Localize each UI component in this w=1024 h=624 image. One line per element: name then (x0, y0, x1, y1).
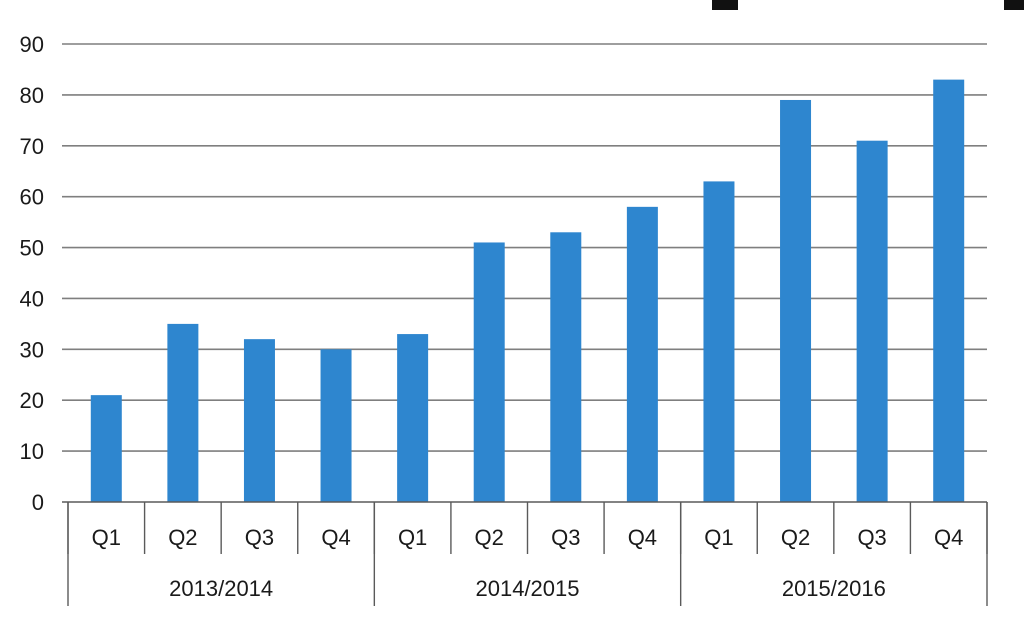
bar (243, 339, 275, 502)
bar (780, 99, 812, 502)
bar (473, 242, 505, 502)
x-category-label: Q3 (245, 525, 274, 550)
y-tick-label: 70 (20, 134, 44, 159)
y-tick-label: 30 (20, 337, 44, 362)
bar (90, 395, 122, 502)
bar (703, 181, 735, 502)
y-tick-label: 10 (20, 439, 44, 464)
bar (626, 206, 658, 502)
x-category-label: Q4 (934, 525, 963, 550)
bars (90, 79, 965, 503)
bar (933, 79, 965, 502)
x-category-label: Q2 (781, 525, 810, 550)
x-category-label: Q2 (168, 525, 197, 550)
x-category-label: Q4 (321, 525, 350, 550)
bar (167, 323, 199, 502)
y-tick-label: 60 (20, 185, 44, 210)
cropped-title-fragment (1004, 0, 1024, 10)
x-category-label: Q3 (551, 525, 580, 550)
y-tick-label: 80 (20, 83, 44, 108)
bar (856, 140, 888, 502)
y-tick-label: 0 (32, 490, 44, 515)
y-tick-label: 20 (20, 388, 44, 413)
gridlines (62, 43, 987, 452)
x-group-label: 2013/2014 (169, 576, 273, 601)
bar (320, 349, 352, 502)
x-group-label: 2014/2015 (476, 576, 580, 601)
x-category-label: Q1 (704, 525, 733, 550)
axes (62, 501, 988, 606)
y-tick-label: 90 (20, 32, 44, 57)
y-tick-label: 50 (20, 236, 44, 261)
cropped-title-fragment (712, 0, 738, 10)
x-category-label: Q4 (628, 525, 657, 550)
y-tick-label: 40 (20, 286, 44, 311)
labels: 0 10 20 30 40 50 60 70 80 90 Q1 Q2 Q3 Q4 Q1 Q2 Q3 Q4 Q1 Q2 Q… (20, 32, 964, 601)
x-category-label: Q1 (398, 525, 427, 550)
bar (550, 232, 582, 503)
x-category-label: Q2 (475, 525, 504, 550)
bar (397, 334, 429, 502)
x-category-label: Q3 (857, 525, 886, 550)
x-category-label: Q1 (92, 525, 121, 550)
x-group-label: 2015/2016 (782, 576, 886, 601)
